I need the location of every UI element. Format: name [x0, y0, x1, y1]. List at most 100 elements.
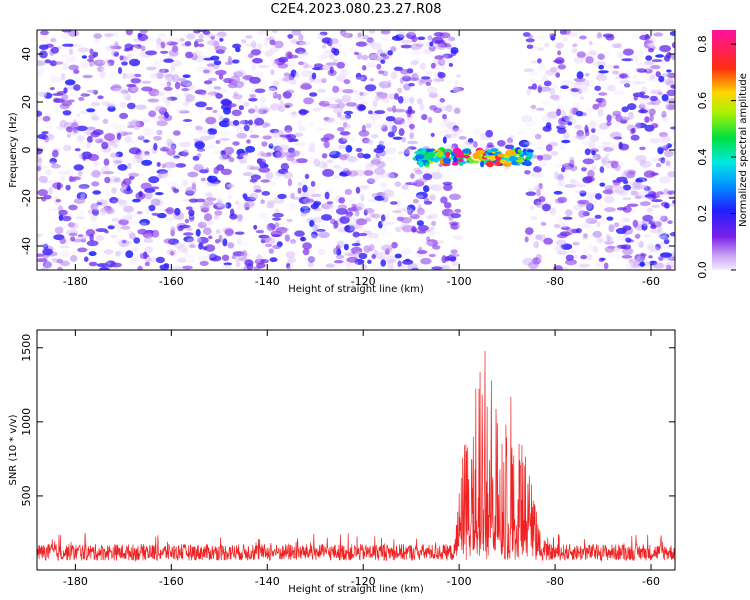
- heatmap-cell: [184, 41, 192, 47]
- heatmap-cell: [111, 217, 120, 222]
- heatmap-cell: [540, 60, 545, 67]
- heatmap-cell: [347, 223, 354, 227]
- heatmap-cell: [606, 216, 614, 221]
- heatmap-cell: [368, 30, 376, 34]
- heatmap-cell: [630, 265, 639, 269]
- heatmap-cell: [325, 263, 336, 268]
- y-tick-label: 20: [20, 95, 33, 109]
- heatmap-cell: [130, 86, 139, 92]
- heatmap-cell: [363, 139, 373, 144]
- heatmap-cell: [265, 122, 271, 127]
- heatmap-cell: [128, 147, 141, 155]
- heatmap-cell: [84, 256, 89, 263]
- heatmap-cell: [318, 100, 331, 107]
- heatmap-cell: [657, 92, 663, 96]
- heatmap-cell: [358, 232, 368, 237]
- heatmap-cell: [574, 183, 586, 188]
- heatmap-cell: [531, 83, 538, 90]
- heatmap-cell: [175, 108, 187, 112]
- heatmap-cell: [155, 256, 165, 264]
- heatmap-cell: [572, 83, 582, 89]
- y-tick-label: 0: [20, 147, 33, 154]
- heatmap-cell: [208, 133, 216, 140]
- heatmap-cell: [598, 92, 608, 96]
- heatmap-cell: [394, 93, 399, 100]
- heatmap-cell: [87, 58, 94, 63]
- heatmap-cell: [115, 251, 121, 257]
- heatmap-cell: [353, 237, 362, 245]
- heatmap-cell: [131, 156, 139, 165]
- heatmap-cell: [205, 244, 216, 252]
- heatmap-cell: [365, 217, 372, 222]
- heatmap-cell: [150, 73, 162, 79]
- heatmap-cell: [660, 252, 672, 258]
- heatmap-cell: [541, 203, 551, 212]
- heatmap-cell: [523, 141, 533, 145]
- heatmap-cell: [560, 85, 569, 90]
- heatmap-cell: [333, 107, 344, 114]
- heatmap-cell: [631, 55, 639, 63]
- heatmap-cell: [275, 226, 288, 234]
- heatmap-cell: [634, 195, 642, 200]
- heatmap-cell: [272, 91, 278, 99]
- heatmap-cell: [420, 257, 432, 265]
- heatmap-cell: [231, 254, 236, 260]
- heatmap-cell: [42, 248, 53, 256]
- heatmap-cell: [328, 205, 340, 210]
- heatmap-cell: [213, 167, 219, 175]
- heatmap-cell: [616, 233, 629, 242]
- heatmap-cell: [671, 42, 675, 49]
- heatmap-cell: [345, 113, 352, 119]
- heatmap-cell: [596, 144, 602, 149]
- heatmap-cell: [119, 112, 129, 119]
- heatmap-cell: [182, 122, 194, 127]
- heatmap-cell: [595, 60, 608, 67]
- heatmap-cell: [591, 150, 596, 156]
- heatmap-cell: [207, 39, 219, 46]
- heatmap-cell: [123, 92, 131, 101]
- heatmap-cell: [298, 42, 311, 46]
- heatmap-cell: [307, 256, 316, 263]
- heatmap-cell: [581, 167, 587, 172]
- heatmap-cell: [206, 63, 215, 67]
- heatmap-cell: [308, 142, 316, 150]
- heatmap-cell: [388, 125, 396, 133]
- heatmap-cell: [78, 96, 85, 101]
- heatmap-cell: [51, 257, 58, 263]
- heatmap-cell: [243, 102, 250, 108]
- heatmap-cell: [405, 109, 416, 115]
- heatmap-cell: [659, 235, 670, 240]
- heatmap-signal-cell: [480, 160, 485, 168]
- heatmap-cell: [52, 182, 64, 190]
- heatmap-cell: [76, 216, 85, 220]
- heatmap-cell: [634, 233, 641, 239]
- heatmap-cell: [158, 115, 166, 120]
- heatmap-cell: [67, 47, 74, 55]
- heatmap-cell: [249, 129, 254, 134]
- heatmap-cell: [328, 197, 339, 202]
- heatmap-cell: [205, 116, 217, 125]
- heatmap-cell: [70, 44, 82, 48]
- heatmap-cell: [143, 139, 150, 143]
- heatmap-cell: [335, 207, 348, 215]
- heatmap-cell: [244, 42, 257, 48]
- heatmap-cell: [359, 92, 364, 96]
- heatmap-cell: [558, 120, 568, 128]
- heatmap-cell: [138, 51, 145, 59]
- heatmap-cell: [134, 155, 140, 162]
- heatmap-cell: [298, 34, 304, 42]
- heatmap-cell: [622, 48, 634, 56]
- heatmap-cell: [37, 66, 45, 74]
- heatmap-cell: [290, 150, 301, 157]
- heatmap-cell: [336, 240, 345, 249]
- heatmap-cell: [117, 199, 127, 205]
- heatmap-cell: [368, 237, 373, 244]
- heatmap-cell: [297, 61, 305, 66]
- heatmap-cell: [338, 152, 344, 160]
- heatmap-cell: [322, 122, 328, 126]
- heatmap-cell: [375, 152, 381, 158]
- heatmap-cell: [448, 133, 459, 139]
- heatmap-cell: [258, 166, 271, 173]
- heatmap-cell: [185, 94, 195, 102]
- heatmap-cell: [401, 206, 413, 213]
